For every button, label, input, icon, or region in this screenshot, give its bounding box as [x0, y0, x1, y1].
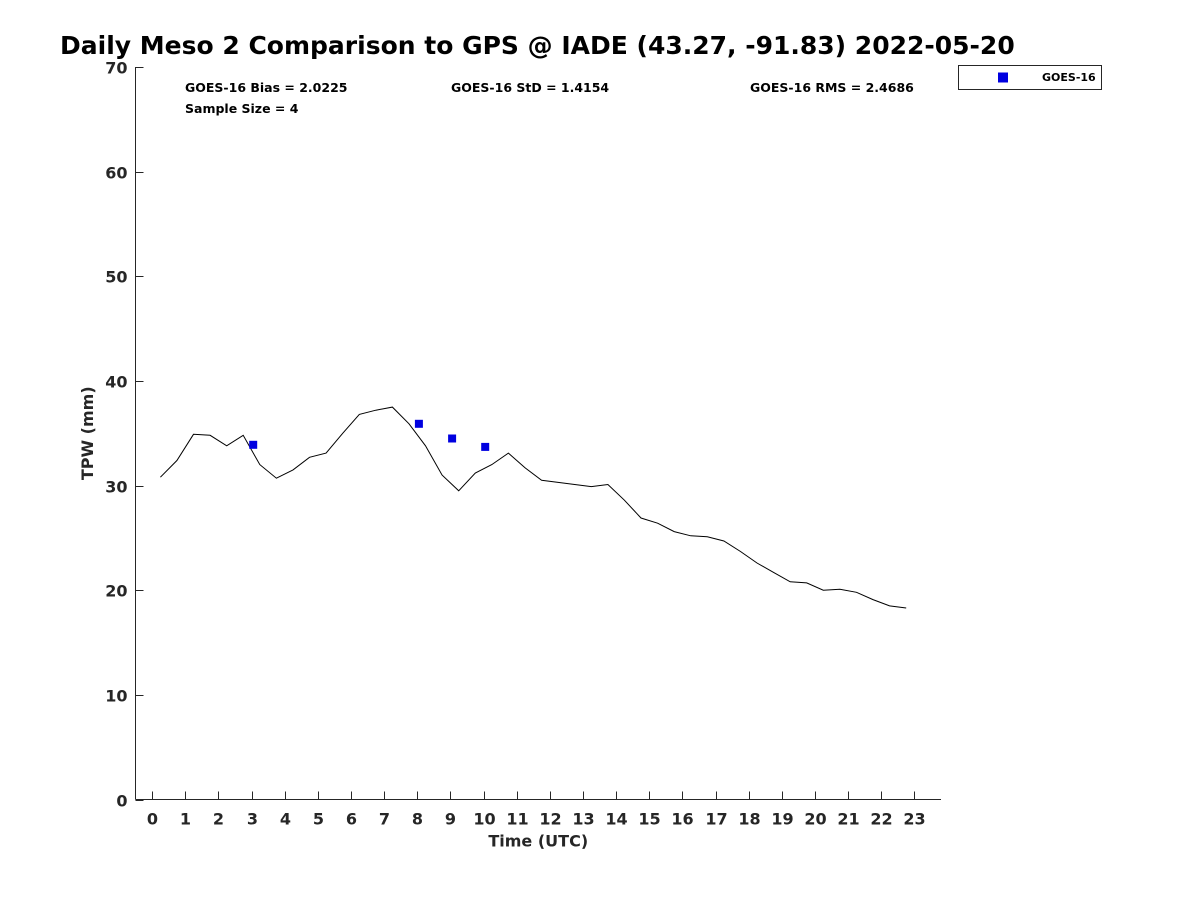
x-tick-label: 19: [771, 810, 793, 829]
y-tick-label: 70: [105, 59, 127, 78]
y-tick-label: 20: [105, 582, 127, 601]
x-tick-label: 7: [379, 810, 390, 829]
legend-box: [958, 65, 1102, 90]
goes-16-point: [249, 440, 258, 449]
x-tick-label: 17: [705, 810, 727, 829]
x-tick-label: 10: [473, 810, 495, 829]
x-axis-label: Time (UTC): [488, 832, 588, 851]
y-ticks: 0 10 20 30 40 50 60 70: [105, 59, 144, 811]
bias-annotation: GOES-16 Bias = 2.0225: [185, 80, 347, 95]
x-tick-label: 1: [180, 810, 191, 829]
x-tick-label: 3: [247, 810, 258, 829]
x-tick-label: 0: [147, 810, 158, 829]
sample-size-annotation: Sample Size = 4: [185, 101, 299, 116]
x-tick-label: 9: [445, 810, 456, 829]
x-tick-label: 6: [346, 810, 357, 829]
y-tick-label: 60: [105, 164, 127, 183]
goes-16-point: [481, 442, 490, 451]
plot-series: [160, 406, 907, 609]
stats-annotations: GOES-16 Bias = 2.0225 GOES-16 StD = 1.41…: [185, 80, 914, 116]
x-tick-label: 20: [804, 810, 826, 829]
x-tick-label: 11: [506, 810, 528, 829]
x-tick-label: 12: [539, 810, 561, 829]
goes-16-point: [448, 434, 457, 443]
x-tick-label: 18: [738, 810, 760, 829]
rms-annotation: GOES-16 RMS = 2.4686: [750, 80, 914, 95]
y-tick-label: 0: [116, 792, 127, 811]
x-tick-label: 14: [605, 810, 627, 829]
chart-title: Daily Meso 2 Comparison to GPS @ IADE (4…: [60, 31, 1015, 60]
y-tick-label: 50: [105, 268, 127, 287]
x-tick-label: 4: [280, 810, 291, 829]
x-tick-label: 22: [870, 810, 892, 829]
x-tick-label: 23: [903, 810, 925, 829]
legend-label-goes-16: GOES-16: [1042, 71, 1096, 84]
std-annotation: GOES-16 StD = 1.4154: [451, 80, 609, 95]
x-tick-label: 5: [313, 810, 324, 829]
x-tick-label: 15: [638, 810, 660, 829]
x-tick-label: 2: [213, 810, 224, 829]
x-tick-label: 16: [671, 810, 693, 829]
y-tick-label: 10: [105, 687, 127, 706]
goes-16-point: [414, 419, 423, 428]
x-tick-label: 21: [837, 810, 859, 829]
x-ticks: 0 1 2 3 4 5 6 7 8 9 10 11 12 13 14 15 16 17 18 19 20 21 22 23: [147, 791, 926, 829]
legend-swatch-goes-16: [998, 72, 1008, 83]
y-tick-label: 30: [105, 478, 127, 497]
x-tick-label: 13: [572, 810, 594, 829]
gps-tpw-line: [160, 406, 907, 609]
x-tick-label: 8: [412, 810, 423, 829]
y-axis-label: TPW (mm): [78, 386, 97, 480]
y-tick-label: 40: [105, 373, 127, 392]
legend: GOES-16: [958, 65, 1102, 90]
